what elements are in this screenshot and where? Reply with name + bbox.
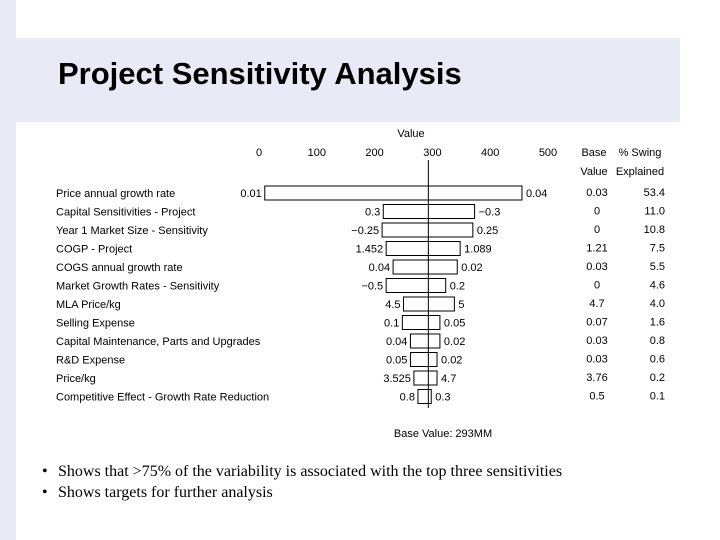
x-tick-label: 0: [256, 147, 262, 159]
bar-high-label: 4.7: [441, 373, 456, 385]
x-tick-label: 400: [481, 147, 499, 159]
bar-low-label: 0.04: [386, 336, 407, 348]
bar-low-label: 0.04: [369, 262, 390, 274]
tornado-bar: [392, 259, 458, 275]
bar-low-label: 0.01: [240, 188, 261, 200]
bullet-dot: •: [42, 463, 48, 480]
swing-cell: 4.0: [650, 298, 665, 310]
swing-header-line2: Explained: [616, 166, 664, 178]
swing-cell: 0.6: [650, 354, 665, 366]
bullet-dot: •: [42, 484, 48, 501]
swing-cell: 0.1: [650, 391, 665, 403]
bar-low-label: 0.05: [386, 355, 407, 367]
base-header-line2: Value: [580, 166, 607, 178]
row-label: Capital Maintenance, Parts and Upgrades: [56, 336, 261, 348]
axis-title: Value: [397, 128, 424, 140]
bar-high-label: 0.25: [477, 225, 498, 237]
bar-low-label: 1.452: [356, 244, 384, 256]
base-value-footer: Base Value: 293MM: [394, 428, 492, 440]
labels-layer: Price annual growth rate 0.01 0.04 0.03 53.4…: [56, 187, 665, 404]
base-value-cell: 3.76: [586, 372, 607, 384]
tornado-bar: [413, 370, 438, 386]
base-value-cell: 0.03: [586, 187, 607, 199]
row-label: Price annual growth rate: [56, 188, 175, 200]
bullet-text: Shows that >75% of the variability is as…: [58, 463, 563, 480]
x-tick-label: 500: [539, 147, 557, 159]
bar-high-label: 0.02: [444, 336, 465, 348]
row-label: COGP - Project: [56, 244, 132, 256]
base-value-cell: 0.03: [586, 261, 607, 273]
swing-cell: 5.5: [650, 261, 665, 273]
bar-high-label: 0.3: [435, 392, 450, 404]
swing-cell: 53.4: [644, 187, 665, 199]
base-header-line1: Base: [581, 147, 606, 159]
bar-low-label: −0.25: [351, 225, 379, 237]
swing-cell: 10.8: [644, 224, 665, 236]
bar-low-label: 0.8: [400, 392, 415, 404]
bar-low-label: 4.5: [385, 299, 400, 311]
row-label: Selling Expense: [56, 318, 135, 330]
tornado-bar: [385, 278, 447, 293]
bar-high-label: −0.3: [479, 207, 501, 219]
bar-high-label: 0.05: [444, 318, 465, 330]
swing-cell: 1.6: [650, 317, 665, 329]
tornado-bar: [409, 333, 441, 349]
row-label: MLA Price/kg: [56, 299, 121, 311]
bullet-item: • Shows targets for further analysis: [42, 482, 562, 503]
tornado-bar: [403, 296, 455, 312]
tornado-bar: [385, 241, 461, 256]
tornado-bar: [264, 185, 523, 201]
tornado-bar: [382, 204, 476, 219]
bullet-item: • Shows that >75% of the variability is a…: [42, 461, 562, 482]
base-value-cell: 0.5: [589, 391, 604, 403]
bars-layer: [264, 160, 523, 408]
row-label: Competitive Effect - Growth Rate Reducti…: [56, 392, 269, 404]
bullet-list: • Shows that >75% of the variability is a…: [42, 461, 562, 503]
axis-layer: Value 0 100 200 300 400 500: [256, 128, 557, 159]
bar-high-label: 5: [458, 299, 464, 311]
swing-cell: 0.2: [650, 372, 665, 384]
base-value-cell: 0: [594, 280, 600, 292]
row-label: COGS annual growth rate: [56, 262, 183, 274]
bar-low-label: 0.1: [384, 318, 399, 330]
table-header: Base % Swing Value Explained: [580, 147, 664, 178]
bar-high-label: 0.04: [526, 188, 547, 200]
x-tick-label: 300: [423, 147, 441, 159]
bar-high-label: 1.089: [464, 244, 492, 256]
tornado-bar: [417, 389, 432, 404]
bullet-text: Shows targets for further analysis: [58, 484, 273, 501]
tornado-bar: [409, 352, 438, 367]
bar-low-label: −0.5: [361, 281, 383, 293]
base-value-cell: 0.07: [586, 317, 607, 329]
bar-low-label: 0.3: [365, 207, 380, 219]
tornado-bar: [381, 222, 474, 238]
base-value-cell: 4.7: [589, 298, 604, 310]
row-label: Market Growth Rates - Sensitivity: [56, 281, 220, 293]
bar-high-label: 0.02: [441, 355, 462, 367]
row-label: R&D Expense: [56, 355, 125, 367]
base-value-cell: 0: [594, 206, 600, 218]
tornado-bar: [401, 315, 441, 330]
swing-cell: 0.8: [650, 335, 665, 347]
swing-cell: 11.0: [644, 206, 665, 218]
base-value-cell: 0.03: [586, 354, 607, 366]
swing-header-line1: % Swing: [619, 147, 662, 159]
swing-cell: 4.6: [650, 280, 665, 292]
base-value-cell: 1.21: [586, 243, 607, 255]
row-label: Capital Sensitivities - Project: [56, 207, 195, 219]
base-value-cell: 0: [594, 224, 600, 236]
bar-high-label: 0.2: [450, 281, 465, 293]
slide-title: Project Sensitivity Analysis: [58, 56, 462, 91]
left-accent-band: [0, 0, 16, 540]
base-value-cell: 0.03: [586, 335, 607, 347]
row-label: Year 1 Market Size - Sensitivity: [56, 225, 208, 237]
bar-high-label: 0.02: [461, 262, 482, 274]
bar-low-label: 3.525: [383, 373, 411, 385]
swing-cell: 7.5: [650, 243, 665, 255]
title-band: [16, 38, 680, 122]
x-tick-label: 200: [365, 147, 383, 159]
row-label: Price/kg: [56, 373, 96, 385]
x-tick-label: 100: [308, 147, 326, 159]
